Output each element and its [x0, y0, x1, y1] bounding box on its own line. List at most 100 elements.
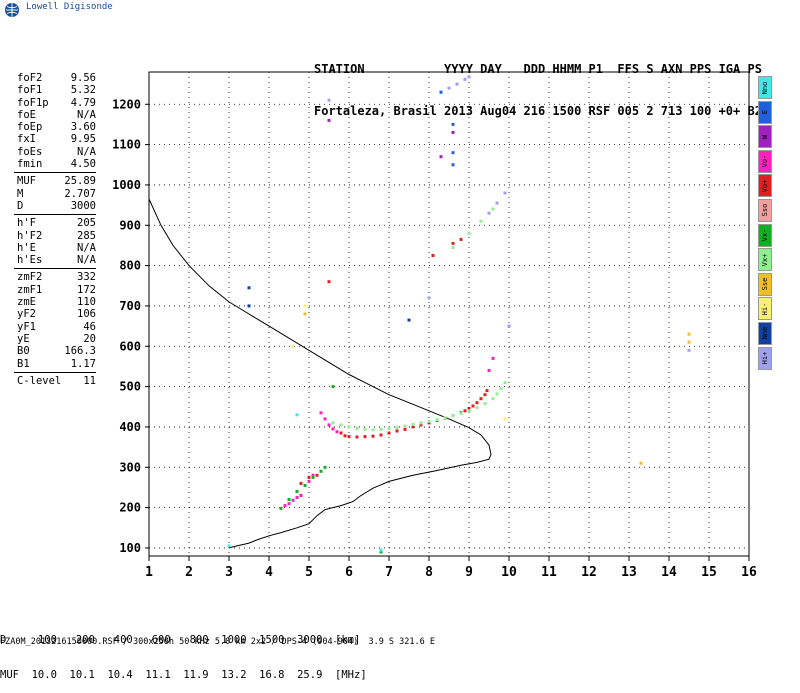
- trace-point-vxminus: [331, 385, 335, 389]
- trace-point-vxplus: [379, 427, 383, 431]
- legend-item-nne: Nne: [758, 321, 772, 345]
- y-tick-label: 800: [119, 259, 141, 273]
- trace-point-vxplus: [495, 392, 499, 396]
- param-value: N/A: [77, 254, 96, 267]
- trace-point-vominus: [319, 411, 323, 415]
- trace-point-vominus: [299, 494, 303, 497]
- y-tick-label: 1100: [112, 138, 141, 152]
- trace-point-vxplus: [355, 427, 359, 430]
- param-label: h'F2: [17, 229, 43, 242]
- trace-point-vxminus: [287, 498, 291, 501]
- trace-point-voplus: [479, 397, 483, 401]
- trace-point-voplus: [315, 473, 319, 477]
- param-value: 11: [83, 374, 96, 387]
- trace-point-voplus: [379, 433, 383, 437]
- param-value: 4.50: [70, 158, 96, 171]
- legend-label: Sse: [761, 277, 769, 291]
- param-row-foes: foEs N/A: [0, 146, 100, 158]
- trace-point-e: [451, 163, 455, 167]
- legend-label: Nno: [761, 81, 769, 94]
- echo-traces: [227, 75, 691, 554]
- param-row-muf: MUF 25.89: [0, 175, 100, 187]
- globe-icon: [5, 3, 19, 17]
- trace-point-vxplus: [479, 219, 483, 223]
- trace-point-hiplus: [327, 98, 331, 102]
- trace-point-voplus: [347, 435, 351, 439]
- trace-point-sse: [303, 312, 307, 316]
- trace-point-voplus: [307, 475, 311, 479]
- param-row-d: D 3000: [0, 200, 100, 212]
- trace-point-voplus: [427, 421, 431, 425]
- trace-point-vominus: [491, 356, 495, 360]
- x-tick-label: 12: [581, 565, 597, 580]
- param-row-zme: zmE 110: [0, 296, 100, 308]
- x-tick-label: 2: [185, 565, 193, 580]
- trace-point-sse: [639, 461, 643, 465]
- y-tick-label: 100: [119, 541, 141, 555]
- param-row-yf2: yF2 106: [0, 308, 100, 320]
- y-tick-label: 1000: [112, 178, 141, 192]
- legend-item-vxplus: Vx+: [758, 248, 772, 272]
- trace-point-nno: [295, 413, 299, 417]
- param-label: foF1: [17, 84, 43, 97]
- x-tick-label: 4: [265, 565, 273, 580]
- trace-point-vominus: [331, 427, 335, 431]
- trace-point-vxminus: [279, 506, 283, 510]
- param-value: 172: [77, 283, 96, 296]
- trace-point-vxminus: [295, 490, 299, 493]
- legend-item-sse: Sse: [758, 272, 772, 296]
- trace-point-vxplus: [467, 231, 471, 235]
- trace-point-e: [451, 122, 455, 126]
- param-label: zmE: [17, 296, 36, 309]
- param-label: h'F: [17, 217, 36, 230]
- legend-label: Hi-: [761, 302, 769, 316]
- x-tick-label: 7: [385, 565, 393, 580]
- param-value: N/A: [77, 108, 96, 121]
- param-value: 1.17: [70, 357, 96, 370]
- param-value: 332: [77, 271, 96, 284]
- param-row-fof1: foF1 5.32: [0, 84, 100, 96]
- trace-point-voplus: [463, 409, 467, 413]
- y-tick-label: 700: [119, 299, 141, 313]
- header-values: Fortaleza, Brasil 2013 Aug04 216 1500 RS…: [314, 104, 762, 118]
- param-value: 4.79: [70, 96, 96, 109]
- trace-point-e: [451, 151, 455, 155]
- logo-text: Lowell Digisonde: [26, 2, 113, 12]
- trace-point-vxplus: [339, 423, 343, 427]
- trace-point-w: [451, 131, 455, 134]
- y-tick-label: 200: [119, 501, 141, 515]
- trace-point-hiplus: [455, 82, 459, 86]
- x-tick-label: 6: [345, 565, 353, 580]
- trace-point-sse: [687, 332, 691, 336]
- param-value: 25.89: [64, 175, 96, 188]
- trace-point-vxplus: [435, 418, 439, 422]
- legend-item-w: W: [758, 125, 772, 149]
- legend-item-nno: Nno: [758, 76, 772, 99]
- trace-point-vominus: [283, 504, 287, 508]
- trace-point-voplus: [471, 404, 475, 408]
- trace-point-vxplus: [483, 402, 487, 405]
- muf-table: D 100 200 400 600 800 1000 1500 3000 [km…: [0, 612, 367, 693]
- param-separator: [14, 371, 96, 373]
- y-tick-label: 400: [119, 420, 141, 434]
- chart-axes: 1 2 3 4 5 6 7 8 9 10 11 12 13 14 15 1610020030040050060…: [112, 71, 757, 580]
- legend-label: Nne: [761, 327, 769, 340]
- trace-point-voplus: [343, 434, 347, 438]
- trace-point-vominus: [311, 473, 315, 477]
- param-value: 46: [83, 320, 96, 333]
- param-value: N/A: [77, 241, 96, 254]
- chart-grid: [149, 72, 749, 556]
- trace-point-hiplus: [503, 191, 507, 195]
- trace-point-vominus: [335, 430, 339, 434]
- trace-point-nne: [407, 318, 411, 322]
- param-row-m: M 2.707: [0, 188, 100, 200]
- x-tick-label: 14: [661, 565, 677, 580]
- trace-point-voplus: [363, 435, 367, 439]
- trace-point-vxplus: [459, 412, 463, 416]
- ionogram-chart: 1 2 3 4 5 6 7 8 9 10 11 12 13 14 15 1610020030040050060…: [112, 71, 757, 580]
- trace-point-vxplus: [491, 207, 495, 211]
- x-tick-label: 13: [621, 565, 637, 580]
- trace-point-vominus: [295, 496, 299, 499]
- trace-point-voplus: [411, 425, 415, 429]
- param-row-yf1: yF1 46: [0, 321, 100, 333]
